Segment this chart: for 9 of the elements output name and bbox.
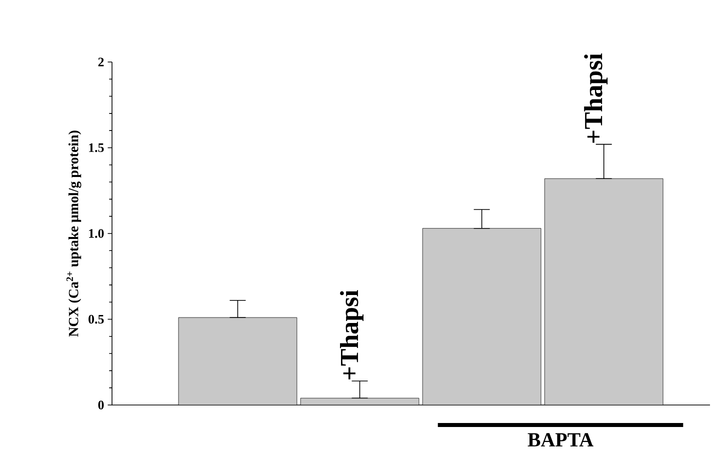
y-tick-label: 1.0 — [89, 229, 104, 238]
annotation: +Thapsi — [340, 290, 364, 380]
y-axis-title: NCX (Ca$^{2+}$ uptake μmol/g protein) — [66, 130, 82, 337]
y-tick-label: 0 — [98, 400, 104, 410]
annotation: +Thapsi — [584, 53, 608, 143]
text: BAPTA — [528, 433, 594, 446]
y-tick-label: 1.5 — [89, 143, 104, 152]
y-tick-label: 0.5 — [88, 314, 104, 324]
y-tick-label: 2 — [98, 58, 104, 66]
